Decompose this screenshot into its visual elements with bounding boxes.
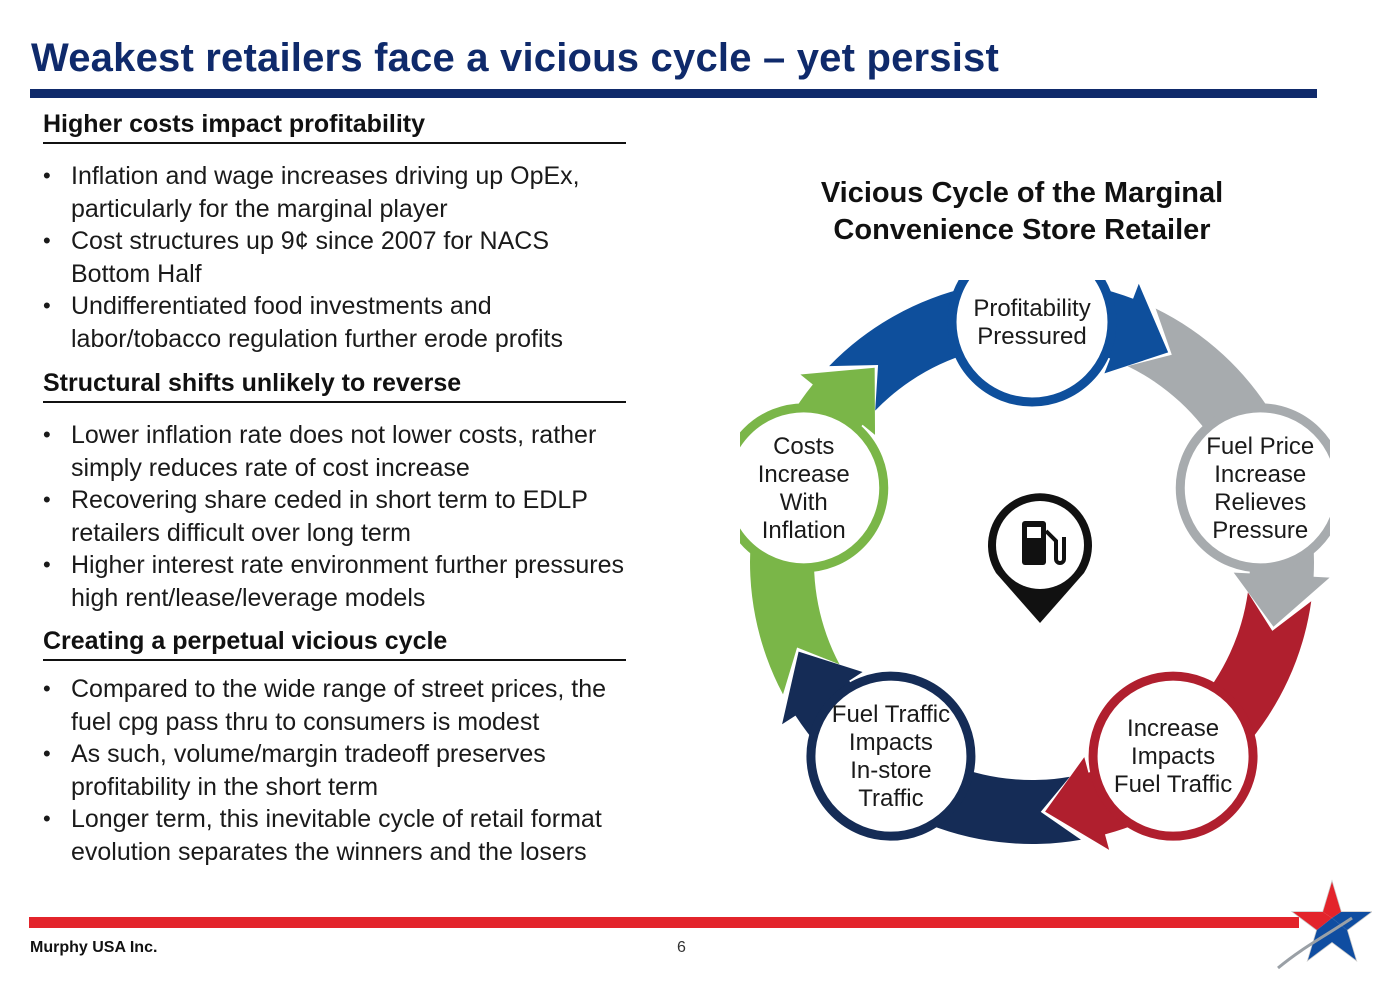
bullet-dot: •	[43, 552, 51, 577]
cycle-node-circle	[806, 671, 976, 841]
cycle-node-label-line: Increase	[758, 461, 850, 488]
bullet-text: Longer term, this inevitable cycle of re…	[71, 805, 602, 866]
section-heading: Structural shifts unlikely to reverse	[43, 369, 626, 403]
cycle-node-label-line: Increase	[1214, 461, 1306, 488]
cycle-node-label-line: Fuel Traffic	[832, 701, 950, 728]
cycle-node-label: Fuel Traffic Impacts In-store Traffic	[832, 701, 950, 812]
title-divider	[30, 89, 1317, 98]
cycle-node-label-line: Pressured	[977, 323, 1086, 350]
page-number: 6	[677, 939, 686, 956]
list-item: • Higher interest rate environment furthe…	[43, 549, 626, 614]
bullet-text: Recovering share ceded in short term to …	[71, 486, 588, 547]
bullet-text: Lower inflation rate does not lower cost…	[71, 421, 597, 482]
list-item: • Lower inflation rate does not lower cos…	[43, 419, 626, 484]
cycle-node-label-line: In-store	[850, 757, 931, 784]
section-structural-shifts: Structural shifts unlikely to reverse • L…	[43, 369, 626, 614]
bullet-dot: •	[43, 163, 51, 188]
section-higher-costs: Higher costs impact profitability • Infla…	[43, 110, 626, 355]
cycle-node-label: Fuel Price Increase Relieves Pressure	[1206, 433, 1314, 544]
footer-red-bar	[29, 917, 1299, 928]
cycle-node-circle	[1175, 403, 1330, 573]
bullet-text: Inflation and wage increases driving up …	[71, 162, 580, 223]
list-item: • Undifferentiated food investments and l…	[43, 290, 626, 355]
cycle-node-label-line: Inflation	[762, 517, 846, 544]
cycle-node-circle	[1088, 671, 1258, 841]
bullet-dot: •	[43, 676, 51, 701]
cycle-node-label-line: Impacts	[849, 729, 933, 756]
section-heading: Higher costs impact profitability	[43, 110, 626, 144]
section-vicious-cycle: Creating a perpetual vicious cycle • Comp…	[43, 627, 626, 868]
cycle-node-label-line: Relieves	[1214, 489, 1306, 516]
bullet-list: • Inflation and wage increases driving up…	[43, 160, 626, 355]
page-title: Weakest retailers face a vicious cycle –…	[31, 36, 1000, 80]
cycle-node-circle	[740, 403, 889, 573]
bullet-text: As such, volume/margin tradeoff preserve…	[71, 740, 546, 801]
bullet-text: Cost structures up 9¢ since 2007 for NAC…	[71, 227, 550, 288]
section-heading: Creating a perpetual vicious cycle	[43, 627, 626, 661]
bullet-list: • Lower inflation rate does not lower cos…	[43, 419, 626, 614]
fuel-pump-pin-icon	[988, 493, 1092, 623]
list-item: • Longer term, this inevitable cycle of r…	[43, 803, 626, 868]
cycle-node-label: Profitability Pressured	[973, 295, 1090, 350]
bullet-dot: •	[43, 806, 51, 831]
bullet-dot: •	[43, 293, 51, 318]
cycle-title-line: Convenience Store Retailer	[833, 214, 1211, 246]
cycle-node-label-line: Increase	[1127, 715, 1219, 742]
cycle-title: Vicious Cycle of the Marginal Convenienc…	[772, 175, 1272, 249]
cycle-node-label-line: Impacts	[1131, 743, 1215, 770]
bullet-text: Higher interest rate environment further…	[71, 551, 625, 612]
bullet-dot: •	[43, 422, 51, 447]
bullet-text: Undifferentiated food investments and la…	[71, 292, 563, 353]
cycle-node-label-line: With	[780, 489, 828, 516]
cycle-node-circle	[947, 280, 1117, 407]
cycle-node-label-line: Fuel Traffic	[1114, 771, 1232, 798]
bullet-text: Compared to the wide range of street pri…	[71, 675, 607, 736]
list-item: • Cost structures up 9¢ since 2007 for NA…	[43, 225, 626, 290]
bullet-dot: •	[43, 487, 51, 512]
murphy-usa-star-icon	[1277, 879, 1372, 970]
cycle-node-label-line: Pressure	[1212, 517, 1308, 544]
bullet-dot: •	[43, 741, 51, 766]
cycle-node-label-line: Profitability	[973, 295, 1090, 322]
cycle-node-label: Costs Increase With Inflation	[758, 433, 850, 544]
cycle-node-label-line: Costs	[773, 433, 834, 460]
list-item: • Compared to the wide range of street pr…	[43, 673, 626, 738]
cycle-node-label-line: Traffic	[858, 785, 923, 812]
footer-company: Murphy USA Inc.	[30, 939, 158, 956]
cycle-node-label: Increase Impacts Fuel Traffic	[1114, 715, 1232, 798]
list-item: • Inflation and wage increases driving up…	[43, 160, 626, 225]
list-item: • Recovering share ceded in short term to…	[43, 484, 626, 549]
bullet-dot: •	[43, 228, 51, 253]
bullet-list: • Compared to the wide range of street pr…	[43, 673, 626, 868]
cycle-title-line: Vicious Cycle of the Marginal	[820, 177, 1224, 209]
cycle-node-label-line: Fuel Price	[1206, 433, 1314, 460]
list-item: • As such, volume/margin tradeoff preserv…	[43, 738, 626, 803]
